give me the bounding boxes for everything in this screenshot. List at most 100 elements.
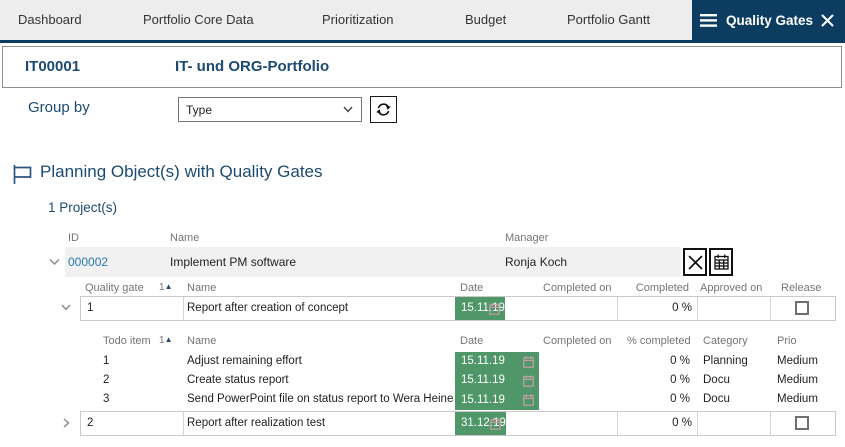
todo-date-cell[interactable]: 15.11.19 — [455, 352, 539, 371]
gate-completed-cell: 0 % — [672, 302, 692, 314]
gate-1-expander-chevron-down-icon[interactable] — [61, 304, 71, 311]
gate-number-cell: 1 — [87, 302, 94, 314]
flag-icon — [11, 163, 34, 191]
calendar-icon — [523, 394, 534, 406]
calendar-button[interactable] — [709, 248, 733, 276]
cell-divider — [697, 297, 698, 320]
todo-col-date[interactable]: Date — [460, 335, 484, 347]
menu-icon[interactable] — [700, 13, 717, 27]
project-count: 1 Project(s) — [48, 200, 118, 215]
gate-col-completed[interactable]: Completed — [635, 282, 689, 294]
todo-number-cell: 2 — [103, 374, 110, 386]
tab-quality-gates-label: Quality Gates — [726, 12, 814, 28]
calendar-icon — [713, 254, 729, 270]
gate-name-cell: Report after realization test — [187, 417, 326, 429]
todo-name-cell: Adjust remaining effort — [187, 355, 302, 367]
todo-name-cell: Send PowerPoint file on status report to… — [187, 393, 454, 405]
tab-quality-gates[interactable]: Quality Gates — [692, 0, 845, 40]
todo-prio-cell: Medium — [777, 393, 818, 405]
gate-col-quality-gate[interactable]: Quality gate — [85, 282, 144, 294]
group-by-value: Type — [186, 102, 213, 117]
gate-name-cell: Report after creation of concept — [187, 302, 349, 314]
clear-selection-button[interactable] — [683, 248, 707, 276]
gate-sort-indicator[interactable]: 1▲ — [159, 282, 172, 293]
portfolio-header: IT00001 IT- und ORG-Portfolio — [2, 46, 842, 88]
gate-col-release[interactable]: Release — [781, 282, 822, 294]
calendar-icon — [490, 417, 501, 430]
todo-pct-cell: 0 % — [670, 393, 690, 405]
cell-divider — [617, 297, 618, 320]
cell-divider — [770, 297, 771, 320]
todo-sort-indicator[interactable]: 1▲ — [159, 335, 172, 346]
calendar-icon — [523, 374, 534, 387]
gate-completed-cell: 0 % — [672, 417, 692, 429]
tab-portfolio-gantt[interactable]: Portfolio Gantt — [567, 12, 651, 27]
gate-date-value: 31.12.19 — [461, 417, 506, 429]
release-checkbox[interactable] — [795, 301, 809, 315]
tab-bar: Dashboard Portfolio Core Data Prioritiza… — [0, 0, 845, 40]
todo-col-completed-on[interactable]: Completed on — [543, 335, 612, 347]
cell-divider — [617, 412, 618, 435]
todo-category-cell: Docu — [703, 374, 730, 386]
project-name-cell: Implement PM software — [170, 255, 297, 269]
project-manager-cell: Ronja Koch — [505, 255, 568, 269]
gate-2-expander-chevron-right-icon[interactable] — [63, 418, 70, 428]
gate-number-cell: 2 — [87, 417, 94, 429]
todo-col-name[interactable]: Name — [187, 335, 217, 347]
gate-row[interactable]: 2 Report after realization test 31.12.19… — [80, 411, 836, 436]
tab-underline — [0, 40, 845, 43]
tab-prioritization[interactable]: Prioritization — [322, 12, 394, 27]
todo-prio-cell: Medium — [777, 355, 818, 367]
section-title: Planning Object(s) with Quality Gates — [40, 162, 323, 181]
release-checkbox[interactable] — [795, 416, 809, 430]
calendar-icon — [489, 302, 500, 315]
todo-category-cell: Docu — [703, 393, 730, 405]
project-row[interactable] — [65, 247, 681, 277]
cell-divider — [183, 412, 184, 435]
project-col-id: ID — [68, 232, 79, 244]
gate-date-cell[interactable]: 15.11.19 — [455, 297, 505, 320]
todo-col-prio[interactable]: Prio — [777, 335, 797, 347]
todo-col-category[interactable]: Category — [703, 335, 748, 347]
group-by-label: Group by — [28, 99, 90, 116]
todo-number-cell: 3 — [103, 393, 110, 405]
todo-date-value: 15.11.19 — [461, 374, 505, 386]
gate-col-date[interactable]: Date — [460, 282, 484, 294]
todo-date-value: 15.11.19 — [461, 394, 505, 406]
calendar-icon — [523, 355, 534, 368]
todo-sort-level: 1 — [159, 335, 165, 346]
cell-divider — [183, 297, 184, 320]
gate-row[interactable]: 1 Report after creation of concept 15.11… — [80, 296, 836, 321]
todo-date-cell[interactable]: 15.11.19 — [455, 371, 539, 390]
gate-date-value: 15.11.19 — [461, 302, 505, 314]
todo-number-cell: 1 — [103, 355, 110, 367]
cell-divider — [770, 412, 771, 435]
todo-date-cell[interactable]: 15.11.19 — [455, 390, 539, 410]
tab-portfolio-core-data[interactable]: Portfolio Core Data — [143, 12, 254, 27]
tab-dashboard[interactable]: Dashboard — [18, 12, 82, 27]
x-icon — [688, 255, 703, 270]
group-by-select[interactable]: Type — [178, 97, 362, 122]
todo-category-cell: Planning — [703, 355, 748, 367]
portfolio-title: IT- und ORG-Portfolio — [175, 58, 330, 75]
todo-pct-cell: 0 % — [670, 355, 690, 367]
todo-col-pct[interactable]: % completed — [627, 335, 691, 347]
gate-col-completed-on[interactable]: Completed on — [543, 282, 612, 294]
tab-budget[interactable]: Budget — [465, 12, 507, 27]
refresh-button[interactable] — [370, 96, 397, 123]
todo-col-item[interactable]: Todo item — [103, 335, 151, 347]
gate-col-approved-on[interactable]: Approved on — [700, 282, 763, 294]
gate-col-name[interactable]: Name — [187, 282, 217, 294]
todo-name-cell: Create status report — [187, 374, 289, 386]
chevron-down-icon — [343, 106, 353, 113]
project-expander-chevron-down-icon[interactable] — [49, 258, 60, 266]
project-col-name: Name — [170, 232, 200, 244]
cell-divider — [697, 412, 698, 435]
gate-sort-level: 1 — [159, 282, 165, 293]
project-col-manager: Manager — [505, 232, 549, 244]
refresh-icon — [375, 101, 392, 118]
gate-date-cell[interactable]: 31.12.19 — [455, 412, 506, 435]
project-id-link[interactable]: 000002 — [68, 255, 109, 269]
close-tab-icon[interactable] — [821, 14, 834, 27]
